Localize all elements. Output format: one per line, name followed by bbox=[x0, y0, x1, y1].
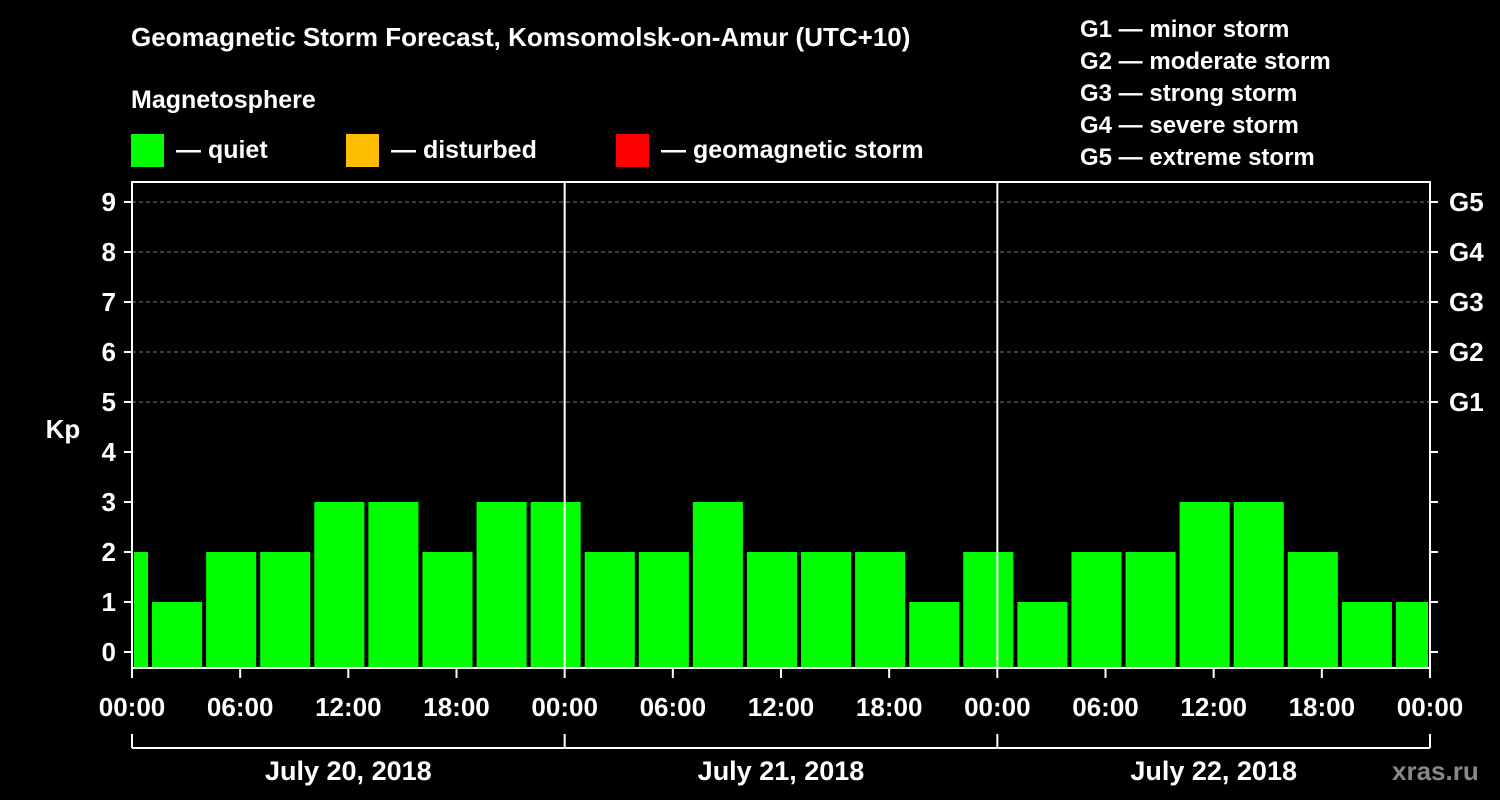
kp-bar bbox=[368, 502, 419, 668]
g-scale-label: G5 bbox=[1449, 187, 1484, 217]
y-tick-label: 8 bbox=[102, 237, 116, 267]
y-axis-label: Kp bbox=[46, 414, 81, 444]
kp-bar bbox=[314, 502, 365, 668]
y-tick-label: 5 bbox=[102, 387, 116, 417]
kp-bar bbox=[134, 552, 149, 668]
kp-bar bbox=[963, 552, 1014, 668]
x-tick-label: 00:00 bbox=[964, 692, 1031, 722]
y-tick-label: 0 bbox=[102, 637, 116, 667]
kp-bar bbox=[746, 552, 798, 668]
kp-bar bbox=[801, 552, 852, 668]
kp-bar bbox=[584, 552, 635, 668]
y-tick-label: 1 bbox=[102, 587, 116, 617]
x-tick-label: 12:00 bbox=[1180, 692, 1247, 722]
kp-bar bbox=[422, 552, 473, 668]
storm-scale-g2: G2 — moderate storm bbox=[1080, 48, 1331, 75]
g-scale-label: G4 bbox=[1449, 237, 1484, 267]
y-tick-label: 6 bbox=[102, 337, 116, 367]
x-tick-label: 18:00 bbox=[423, 692, 490, 722]
kp-bar bbox=[1287, 552, 1338, 668]
storm-scale-g5: G5 — extreme storm bbox=[1080, 144, 1315, 171]
kp-bar bbox=[476, 502, 527, 668]
kp-bar bbox=[855, 552, 906, 668]
legend-item-storm: — geomagnetic storm bbox=[616, 133, 924, 167]
kp-bar bbox=[1395, 602, 1428, 668]
kp-bar bbox=[1233, 502, 1284, 668]
kp-bar bbox=[692, 502, 743, 668]
kp-bar bbox=[1341, 602, 1392, 668]
g-scale-label: G1 bbox=[1449, 387, 1484, 417]
kp-bar bbox=[260, 552, 311, 668]
day-label: July 20, 2018 bbox=[265, 756, 432, 786]
kp-bar bbox=[909, 602, 960, 668]
kp-bar bbox=[1071, 552, 1122, 668]
chart-subtitle: Magnetosphere bbox=[131, 86, 316, 114]
chart-title: Geomagnetic Storm Forecast, Komsomolsk-o… bbox=[131, 22, 911, 52]
x-tick-label: 00:00 bbox=[1397, 692, 1464, 722]
y-tick-label: 4 bbox=[102, 437, 117, 467]
x-tick-label: 00:00 bbox=[531, 692, 598, 722]
storm-scale-legend: G1 — minor storm G2 — moderate storm G3 … bbox=[1080, 14, 1331, 174]
g-scale-label: G3 bbox=[1449, 287, 1484, 317]
kp-bar bbox=[530, 502, 581, 668]
legend-label-storm: — geomagnetic storm bbox=[661, 135, 924, 164]
kp-bar bbox=[1179, 502, 1230, 668]
x-tick-label: 18:00 bbox=[856, 692, 923, 722]
x-tick-label: 06:00 bbox=[640, 692, 707, 722]
x-tick-label: 06:00 bbox=[207, 692, 274, 722]
legend-swatch-storm bbox=[616, 133, 649, 167]
y-tick-label: 7 bbox=[102, 287, 116, 317]
x-tick-label: 06:00 bbox=[1072, 692, 1139, 722]
x-tick-label: 00:00 bbox=[99, 692, 166, 722]
kp-bar bbox=[1017, 602, 1068, 668]
legend-label-disturbed: — disturbed bbox=[391, 135, 537, 164]
legend-swatch-quiet bbox=[131, 133, 164, 167]
day-label: July 22, 2018 bbox=[1130, 756, 1297, 786]
y-tick-label: 2 bbox=[102, 537, 116, 567]
storm-scale-g3: G3 — strong storm bbox=[1080, 80, 1298, 107]
legend-label-quiet: — quiet bbox=[176, 135, 268, 164]
kp-bar bbox=[152, 602, 203, 668]
x-tick-label: 12:00 bbox=[315, 692, 382, 722]
watermark: xras.ru bbox=[1392, 756, 1479, 786]
x-tick-label: 12:00 bbox=[748, 692, 815, 722]
storm-scale-g4: G4 — severe storm bbox=[1080, 112, 1299, 139]
y-tick-label: 9 bbox=[102, 187, 116, 217]
kp-bar bbox=[1125, 552, 1176, 668]
legend-item-disturbed: — disturbed bbox=[346, 133, 537, 167]
g-scale-label: G2 bbox=[1449, 337, 1484, 367]
y-tick-label: 3 bbox=[102, 487, 116, 517]
kp-bar bbox=[206, 552, 257, 668]
kp-bar bbox=[638, 552, 689, 668]
storm-scale-g1: G1 — minor storm bbox=[1080, 16, 1290, 43]
legend-item-quiet: — quiet bbox=[131, 133, 268, 167]
day-label: July 21, 2018 bbox=[698, 756, 865, 786]
x-tick-label: 18:00 bbox=[1289, 692, 1356, 722]
legend-swatch-disturbed bbox=[346, 133, 379, 167]
